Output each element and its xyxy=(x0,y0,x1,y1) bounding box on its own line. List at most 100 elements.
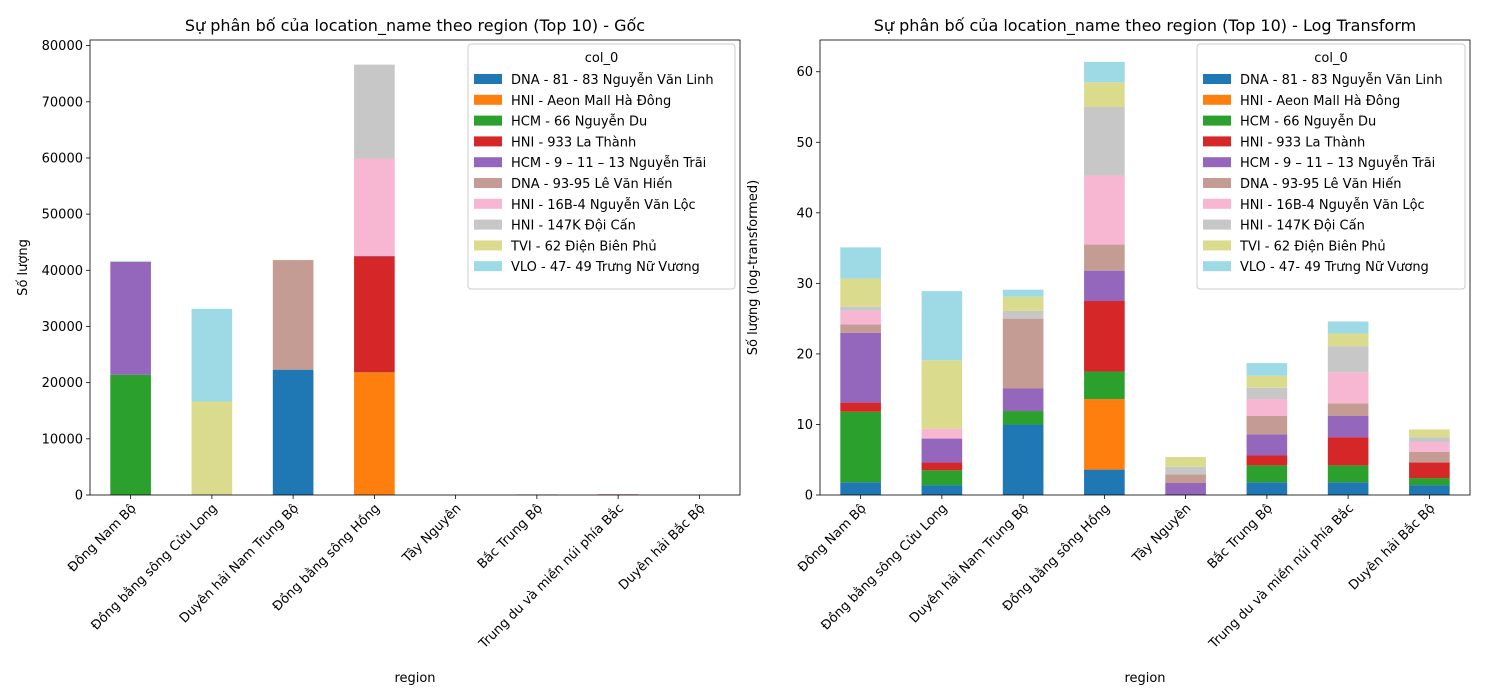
bar-segment xyxy=(1327,415,1369,438)
bar-segment xyxy=(921,360,963,429)
bar-stack-group xyxy=(110,64,720,495)
legend-swatch xyxy=(1203,219,1231,230)
legend-title: col_0 xyxy=(585,51,618,66)
legend-swatch xyxy=(474,157,502,168)
y-tick-label: 60000 xyxy=(42,151,83,166)
bar-segment xyxy=(840,482,881,495)
legend-swatch xyxy=(1203,178,1231,188)
y-tick-label: 70000 xyxy=(42,95,83,110)
bar-segment xyxy=(921,428,963,439)
legend-swatch xyxy=(1203,94,1231,105)
legend-entry: HNI - 933 La Thành xyxy=(1240,135,1365,150)
legend: col_0 DNA - 81 - 83 Nguyễn Văn Linh HNI - … xyxy=(1196,43,1466,290)
bar-segment xyxy=(840,324,881,333)
y-tick-label: 10 xyxy=(796,418,813,433)
bar-segment xyxy=(921,485,963,495)
y-tick-label: 60 xyxy=(796,65,813,80)
bar-segment xyxy=(1246,415,1288,435)
bar-segment xyxy=(354,256,395,373)
bar-segment xyxy=(1165,474,1206,484)
bar-segment xyxy=(921,438,963,463)
bar-segment xyxy=(1084,61,1125,83)
legend-swatch xyxy=(474,74,502,84)
legend-title: col_0 xyxy=(1314,51,1347,66)
legend-swatch xyxy=(474,178,502,188)
bar-segment xyxy=(1327,321,1369,334)
bar-segment xyxy=(840,306,881,311)
bar-segment xyxy=(1246,399,1288,416)
bar-segment xyxy=(1084,399,1125,470)
legend-swatch xyxy=(1203,74,1231,84)
bar-segment xyxy=(1327,372,1369,404)
legend-entry: HNI - Aeon Mall Hà Đông xyxy=(511,94,671,109)
legend-swatch xyxy=(1203,240,1231,251)
y-axis-label: Số lượng (log-transformed) xyxy=(746,180,761,355)
legend-entry: DNA - 93-95 Lê Văn Hiến xyxy=(1240,177,1402,192)
legend-swatch xyxy=(1203,198,1231,209)
bar-segment xyxy=(1165,466,1206,475)
legend-swatch xyxy=(1203,115,1231,126)
x-tick-label: Trung du và miền núi phía Bắc xyxy=(476,501,627,652)
y-tick-label: 20000 xyxy=(42,376,83,391)
x-tick-label: Tây Nguyên xyxy=(1129,501,1194,566)
legend-entry: HNI - 16B-4 Nguyễn Văn Lộc xyxy=(1240,198,1425,213)
bar-segment xyxy=(1246,387,1288,400)
bar-segment xyxy=(1409,478,1450,486)
chart-panel-original: 0 10000 20000 30000 40000 50000 60000 70000 8000… xyxy=(16,16,741,686)
bar-segment xyxy=(1327,437,1369,466)
legend-box xyxy=(1196,43,1466,290)
legend-entry: HNI - Aeon Mall Hà Đông xyxy=(1240,94,1400,109)
bar-segment xyxy=(1084,82,1125,108)
bar-segment xyxy=(1002,424,1044,495)
axes-frame xyxy=(89,39,741,496)
legend-entry: HCM - 9 – 11 – 13 Nguyễn Trãi xyxy=(1240,156,1435,171)
axes-frame xyxy=(819,39,1471,496)
x-tick-label: Duyên hải Bắc Bộ xyxy=(616,501,708,593)
bar-segment xyxy=(354,64,395,159)
legend-swatch xyxy=(474,115,502,126)
legend-entry: HNI - 147K Đội Cấn xyxy=(511,219,636,234)
bar-segment xyxy=(840,411,881,483)
y-tick-label: 0 xyxy=(75,489,83,504)
legend-entry: HNI - 933 La Thành xyxy=(511,135,636,150)
bar-segment xyxy=(840,278,881,307)
legend-entry: HNI - 16B-4 Nguyễn Văn Lộc xyxy=(511,198,696,213)
legend-entry: DNA - 81 - 83 Nguyễn Văn Linh xyxy=(1240,73,1443,88)
bar-segment xyxy=(110,261,151,375)
legend-swatch xyxy=(474,240,502,251)
x-tick-label: Bắc Trung Bộ xyxy=(1205,501,1276,572)
y-axis-label: Số lượng xyxy=(16,239,31,296)
bar-segment xyxy=(110,260,151,262)
bar-segment xyxy=(1165,456,1206,467)
y-tick-label: 30 xyxy=(796,277,813,292)
y-tick-label: 40 xyxy=(796,206,813,221)
bar-segment xyxy=(1246,482,1288,495)
bar-segment xyxy=(921,470,963,486)
bar-segment xyxy=(1002,318,1044,389)
bar-segment xyxy=(840,402,881,412)
bar-stack-group xyxy=(840,61,1450,495)
bar-segment xyxy=(1409,442,1450,452)
y-tick-label: 10000 xyxy=(42,432,83,447)
y-tick-label: 50 xyxy=(796,136,813,151)
legend: col_0 DNA - 81 - 83 Nguyễn Văn Linh HNI - … xyxy=(467,43,736,290)
x-tick-label: Bắc Trung Bộ xyxy=(475,501,546,572)
chart-title: Sự phân bố của location_name theo region… xyxy=(874,16,1416,36)
legend-swatch xyxy=(474,94,502,105)
x-axis-label: region xyxy=(394,671,435,686)
bar-segment xyxy=(1084,270,1125,301)
legend-entry: DNA - 93-95 Lê Văn Hiến xyxy=(511,177,673,192)
bar-segment xyxy=(1002,310,1044,319)
bar-segment xyxy=(1327,403,1369,416)
legend-swatch xyxy=(1203,261,1231,272)
y-tick-label: 40000 xyxy=(42,264,83,279)
bar-segment xyxy=(1002,388,1044,412)
bar-segment xyxy=(1327,346,1369,373)
bar-segment xyxy=(1327,482,1369,495)
x-tick-label: Đông Nam Bộ xyxy=(795,501,869,575)
bar-segment xyxy=(840,310,881,325)
bar-segment xyxy=(921,462,963,471)
chart-title: Sự phân bố của location_name theo region… xyxy=(185,16,645,36)
